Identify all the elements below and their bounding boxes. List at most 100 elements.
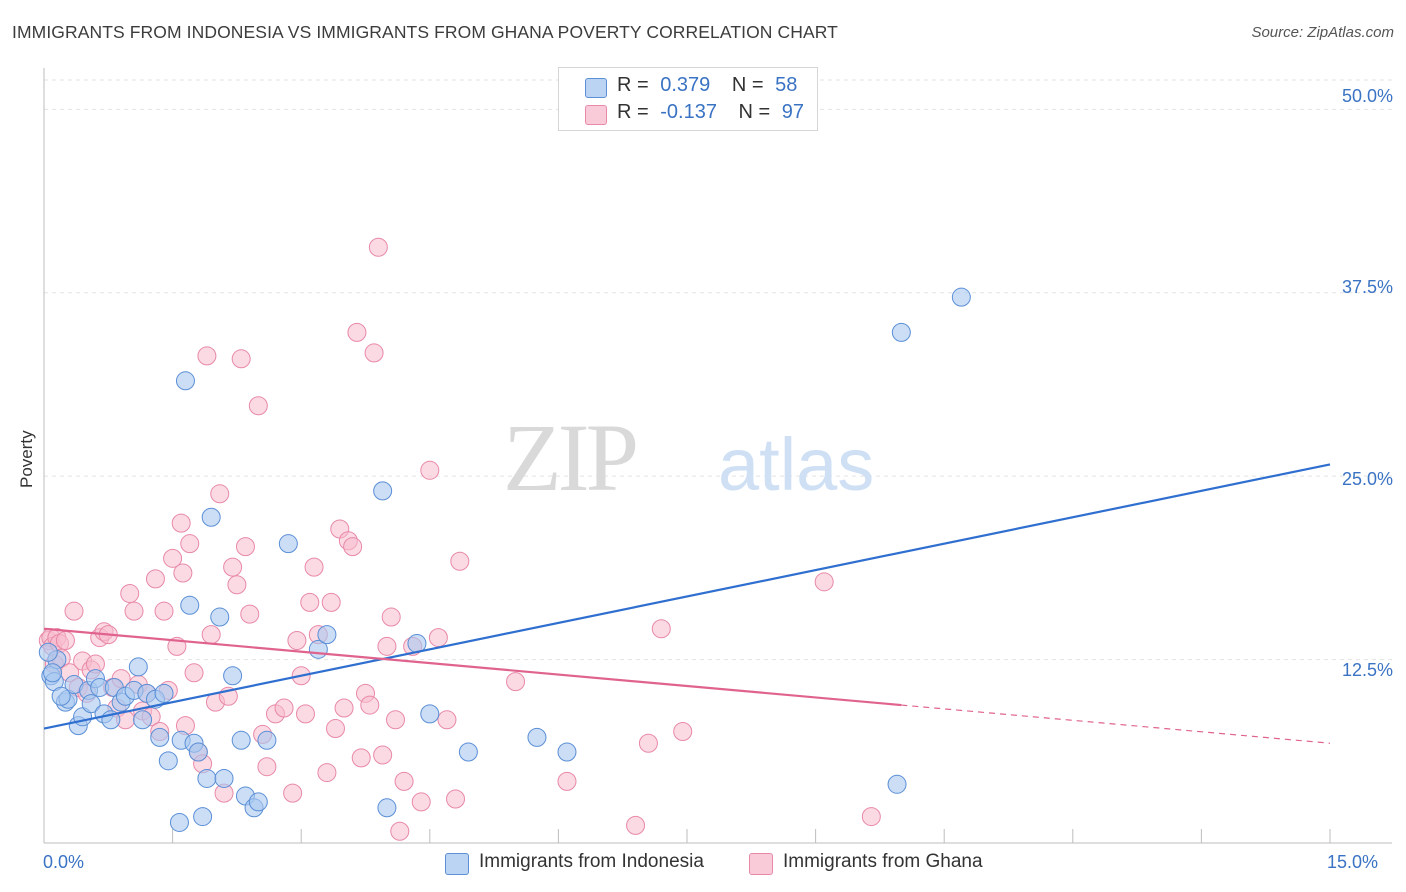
ghana-point xyxy=(274,698,294,718)
ghana-point xyxy=(173,563,193,583)
indonesia-swatch xyxy=(445,853,469,875)
indonesia-point xyxy=(201,507,221,527)
indonesia-point xyxy=(527,727,547,747)
indonesia-swatch xyxy=(585,78,607,98)
ghana-point xyxy=(283,783,303,803)
indonesia-point xyxy=(180,595,200,615)
ghana-point xyxy=(231,349,251,369)
ghana-point xyxy=(651,619,671,639)
indonesia-point xyxy=(193,807,213,827)
ghana-point xyxy=(171,513,191,533)
ghana-point xyxy=(295,704,315,724)
legend-n-label: N = xyxy=(731,74,764,96)
ghana-point xyxy=(420,460,440,480)
ghana-point xyxy=(377,636,397,656)
indonesia-point xyxy=(175,371,195,391)
ghana-point xyxy=(235,537,255,557)
ghana-point xyxy=(450,551,470,571)
indonesia-point xyxy=(154,683,174,703)
axes xyxy=(43,68,1392,844)
source-credit: Source: ZipAtlas.com xyxy=(1251,24,1394,41)
ghana-point xyxy=(145,569,165,589)
indonesia-point xyxy=(51,686,71,706)
legend-n-label: N = xyxy=(738,101,771,123)
ghana-point xyxy=(287,631,307,651)
indonesia-regression-line xyxy=(43,463,1331,730)
legend: R = 0.379 N = 58 R = -0.137 N = 97 xyxy=(558,67,818,131)
ghana-point xyxy=(446,789,466,809)
indonesia-point xyxy=(231,730,251,750)
legend-r-value: 0.379 xyxy=(660,74,711,96)
bottom-legend-label: Immigrants from Indonesia xyxy=(479,851,704,872)
legend-r-label: R = xyxy=(617,101,649,123)
ghana-point xyxy=(184,663,204,683)
ghana-point xyxy=(360,695,380,715)
ghana-regression-line xyxy=(43,627,902,707)
indonesia-point xyxy=(248,792,268,812)
chart-title: IMMIGRANTS FROM INDONESIA VS IMMIGRANTS … xyxy=(12,22,838,42)
watermark-zip: ZIP xyxy=(503,404,636,511)
indonesia-point xyxy=(38,642,58,662)
ghana-point xyxy=(64,601,84,621)
ghana-point xyxy=(248,396,268,416)
ghana-point xyxy=(390,821,410,841)
ghana-point xyxy=(223,557,243,577)
ghana-point xyxy=(861,807,881,827)
ghana-point xyxy=(201,625,221,645)
ghana-point xyxy=(437,710,457,730)
ghana-point xyxy=(386,710,406,730)
ghana-point xyxy=(210,484,230,504)
ghana-point xyxy=(626,815,646,835)
indonesia-point xyxy=(158,751,178,771)
ghana-point xyxy=(304,557,324,577)
indonesia-point xyxy=(257,730,277,750)
indonesia-point xyxy=(223,666,243,686)
y-tick-label: 12.5% xyxy=(1341,660,1393,680)
indonesia-point xyxy=(557,742,577,762)
legend-n-value: 58 xyxy=(775,74,798,96)
ghana-point xyxy=(364,343,384,363)
ghana-swatch xyxy=(749,853,773,875)
indonesia-point xyxy=(188,742,208,762)
ghana-point xyxy=(368,237,388,257)
indonesia-point xyxy=(81,694,101,714)
ghana-point xyxy=(163,548,183,568)
x-tick-label: 15.0% xyxy=(1327,852,1379,872)
ghana-point xyxy=(227,575,247,595)
ghana-point xyxy=(814,572,834,592)
indonesia-point xyxy=(891,322,911,342)
indonesia-point xyxy=(169,812,189,832)
ghana-point xyxy=(257,757,277,777)
ghana-point xyxy=(321,592,341,612)
gridlines xyxy=(44,79,1392,661)
y-tick-label: 37.5% xyxy=(1341,277,1393,297)
indonesia-point xyxy=(210,607,230,627)
indonesia-point xyxy=(278,534,298,554)
bottom-legend-label: Immigrants from Ghana xyxy=(783,851,983,872)
ghana-point xyxy=(428,628,448,648)
indonesia-point xyxy=(317,625,337,645)
ghana-point xyxy=(317,763,337,783)
regression-lines xyxy=(43,463,1331,744)
ghana-point xyxy=(325,719,345,739)
y-tick-label: 25.0% xyxy=(1341,469,1393,489)
ghana-point xyxy=(411,792,431,812)
ghana-point xyxy=(124,601,144,621)
y-tick-label: 50.0% xyxy=(1341,86,1393,106)
indonesia-point xyxy=(373,481,393,501)
ghana-point xyxy=(373,745,393,765)
indonesia-point xyxy=(420,704,440,724)
ghana-point xyxy=(381,607,401,627)
ghana-point xyxy=(557,771,577,791)
indonesia-point xyxy=(377,798,397,818)
ghana-point xyxy=(154,601,174,621)
ghana-point xyxy=(120,584,140,604)
watermark-atlas: atlas xyxy=(718,423,874,506)
ghana-point xyxy=(343,537,363,557)
ghana-point xyxy=(347,322,367,342)
x-tick-label: 0.0% xyxy=(43,852,85,872)
legend-n-value: 97 xyxy=(781,101,805,123)
watermark: ZIP atlas xyxy=(503,404,874,511)
legend-r-label: R = xyxy=(617,74,649,96)
